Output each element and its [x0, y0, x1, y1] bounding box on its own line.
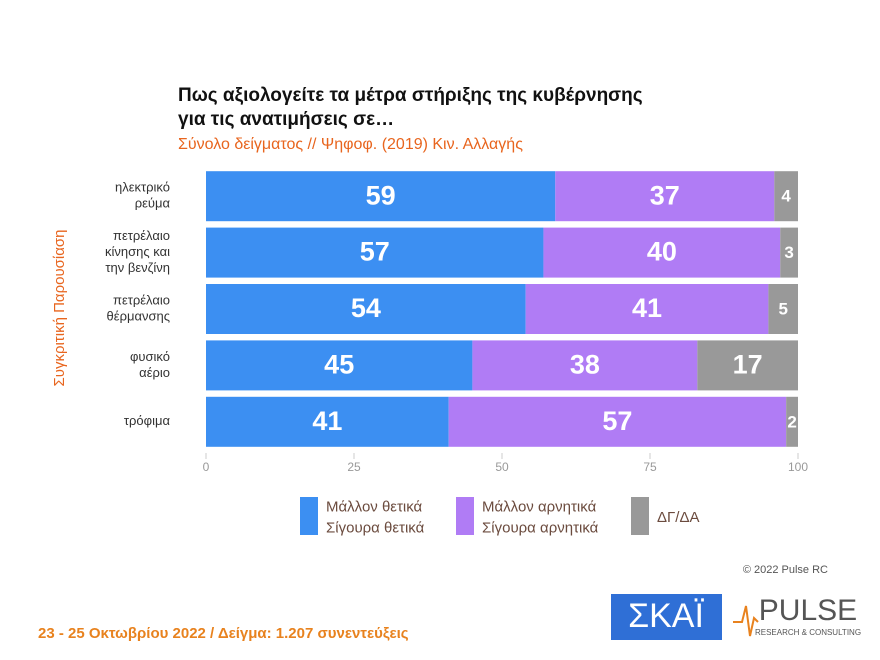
x-tick-label: 100: [788, 460, 808, 474]
legend-label: Μάλλον θετικά: [326, 498, 423, 515]
y-tick-label: πετρέλαιο: [113, 292, 170, 307]
x-tick-label: 75: [643, 460, 657, 474]
data-label: 5: [778, 299, 787, 318]
logo-right: PULSE: [759, 594, 857, 627]
logo-pulse-line: [733, 605, 759, 637]
data-label: 40: [647, 237, 677, 267]
logo-box: [611, 594, 722, 640]
y-tick-label: αέριο: [139, 365, 170, 380]
x-tick-label: 50: [495, 460, 509, 474]
data-label: 38: [570, 350, 600, 380]
data-label: 3: [784, 243, 793, 262]
bar-segment: [786, 396, 798, 447]
footer: 23 - 25 Οκτωβρίου 2022 / Δείγμα: 1.207 σ…: [38, 625, 409, 642]
copyright: © 2022 Pulse RC: [743, 564, 828, 576]
chart-title: για τις ανατιμήσεις σε…: [178, 109, 394, 130]
bar-segment: [206, 284, 526, 334]
y-tick-label: κίνησης και: [105, 244, 170, 259]
data-label: 57: [602, 406, 632, 436]
bar-segment: [206, 396, 449, 447]
y-tick-label: φυσικό: [130, 349, 170, 364]
data-label: 54: [351, 293, 381, 323]
legend-label: Σίγουρα αρνητικά: [482, 519, 599, 536]
legend-label: ΔΓ/ΔΑ: [657, 509, 699, 526]
bar-segment: [206, 340, 473, 391]
x-tick-label: 0: [203, 460, 210, 474]
bar-segment: [206, 171, 556, 222]
y-tick-label: ρεύμα: [135, 196, 171, 211]
data-label: 41: [632, 293, 662, 323]
y-axis-label: Συγκριτική Παρουσίαση: [51, 229, 68, 386]
y-tick-label: την βενζίνη: [105, 260, 170, 275]
bar-segment: [768, 284, 798, 334]
bar-segment: [448, 396, 787, 447]
data-label: 17: [733, 350, 763, 380]
legend-swatch: [456, 497, 474, 535]
data-label: 45: [324, 350, 354, 380]
legend-label: Σίγουρα θετικά: [326, 519, 425, 536]
bar-segment: [774, 171, 798, 222]
bar-segment: [543, 227, 781, 278]
legend-swatch: [631, 497, 649, 535]
x-tick-label: 25: [347, 460, 361, 474]
chart-subtitle: Σύνολο δείγματος // Ψηφοφ. (2019) Κιν. Α…: [178, 136, 523, 153]
logo-left: ΣΚΑΪ: [628, 597, 704, 635]
data-label: 4: [781, 187, 791, 206]
y-tick-label: πετρέλαιο: [113, 228, 170, 243]
legend-label: Μάλλον αρνητικά: [482, 498, 597, 515]
bar-segment: [206, 227, 544, 278]
chart-title: Πως αξιολογείτε τα μέτρα στήριξης της κυ…: [178, 85, 643, 106]
y-tick-label: θέρμανσης: [107, 308, 170, 323]
bar-segment: [697, 340, 798, 391]
y-tick-label: τρόφιμα: [124, 413, 171, 428]
data-label: 37: [650, 180, 680, 210]
logo-right-sub: RESEARCH & CONSULTING: [755, 628, 861, 637]
bar-segment: [525, 284, 769, 334]
data-label: 41: [312, 406, 342, 436]
y-tick-label: ηλεκτρικό: [115, 180, 170, 195]
data-label: 57: [360, 237, 390, 267]
bar-segment: [555, 171, 775, 222]
bar-segment: [472, 340, 698, 391]
data-label: 2: [787, 412, 796, 431]
bar-segment: [780, 227, 798, 278]
legend-swatch: [300, 497, 318, 535]
data-label: 59: [366, 180, 396, 210]
